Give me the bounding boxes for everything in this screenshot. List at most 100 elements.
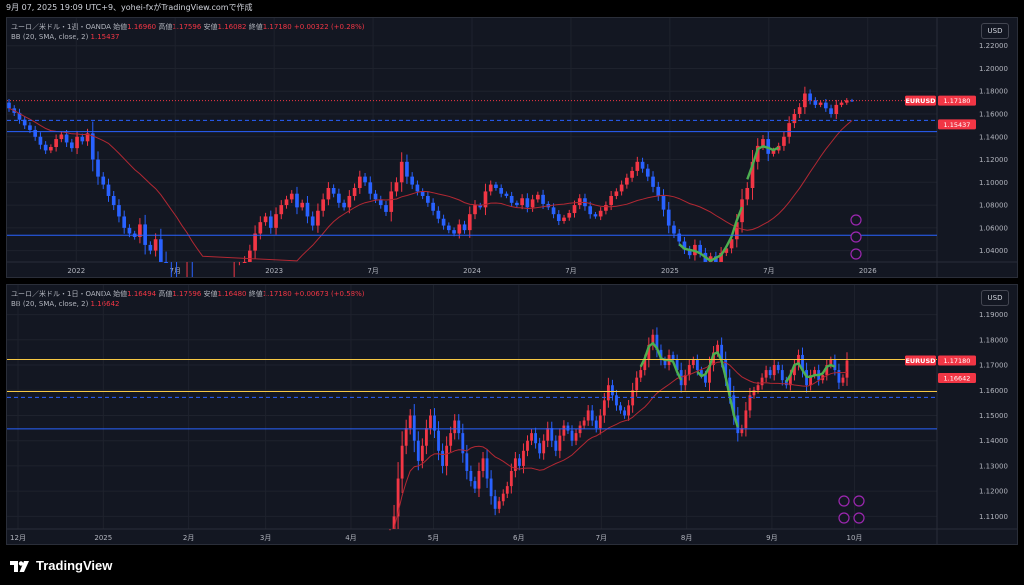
candle-body	[473, 481, 477, 489]
candle-body	[505, 486, 509, 494]
candle-body	[483, 191, 488, 208]
candle-body	[268, 216, 273, 228]
candle-body	[389, 191, 394, 212]
candle-body	[412, 415, 416, 441]
symbol-tag-bg	[905, 355, 936, 366]
y-tick-label: 1.04000	[979, 247, 1008, 255]
x-tick-label: 10月	[846, 534, 862, 542]
candle-body	[645, 168, 650, 177]
candle-body	[263, 216, 268, 223]
candle-body	[504, 193, 509, 196]
price-tag-bg	[938, 355, 976, 366]
candle-body	[534, 433, 538, 444]
candle-body	[619, 184, 624, 192]
candle-body	[639, 370, 643, 378]
weekly-chart-canvas[interactable]: 1.22000 1.20000 1.18000 1.16000 1.14000 1.120…	[7, 18, 1017, 277]
candle-body	[586, 410, 590, 421]
weekly-currency-button[interactable]: USD	[981, 23, 1009, 39]
daily-chart-pane[interactable]: ユーロ／米ドル・1日・OANDA 始値1.16494 高値1.17596 安値1…	[6, 284, 1018, 545]
candle-body	[404, 428, 408, 446]
candle-body	[839, 102, 844, 105]
candle-body	[784, 380, 788, 386]
candle-body	[274, 214, 278, 228]
candle-body	[556, 214, 561, 222]
candle-body	[501, 493, 505, 502]
candle-body	[850, 100, 854, 102]
weekly-high: 1.17596	[172, 23, 202, 31]
candle-body	[316, 210, 320, 226]
candle-body	[69, 142, 74, 149]
weekly-close: 1.17180	[262, 23, 292, 31]
candle-body	[566, 425, 570, 431]
candle-body	[96, 159, 100, 177]
candle-body	[153, 239, 158, 251]
candle-body	[49, 147, 53, 151]
daily-open: 1.16494	[127, 290, 157, 298]
candle-body	[671, 354, 675, 360]
x-tick-label: 5月	[428, 534, 439, 542]
daily-close-label: 終値	[248, 290, 263, 298]
candle-body	[627, 405, 631, 416]
candle-body	[392, 516, 396, 529]
candle-body	[724, 359, 728, 378]
candle-body	[127, 227, 132, 234]
candle-body	[841, 377, 845, 383]
candle-body	[499, 188, 504, 194]
candle-body	[803, 93, 807, 108]
daily-chart-canvas[interactable]: 1.19000 1.18000 1.17000 1.16000 1.15000 1.140…	[7, 285, 1017, 544]
candle-body	[284, 199, 289, 206]
candle-body	[477, 470, 481, 489]
candle-body	[106, 184, 111, 196]
candle-body	[704, 375, 707, 383]
candle-body	[593, 214, 598, 217]
candle-body	[598, 210, 603, 217]
symbol-tag: EURUSD	[905, 97, 936, 105]
candle-body	[577, 198, 582, 206]
candle-body	[611, 385, 614, 396]
weekly-chart-pane[interactable]: ユーロ／米ドル・1週・OANDA 始値1.16960 高値1.17596 安値1…	[6, 17, 1018, 278]
candle-body	[326, 188, 331, 200]
candle-body	[357, 176, 362, 188]
candle-body	[695, 359, 699, 371]
candle-body	[716, 344, 719, 353]
candle-body	[117, 205, 121, 217]
weekly-ohlc-legend: ユーロ／米ドル・1週・OANDA 始値1.16960 高値1.17596 安値1…	[11, 22, 365, 32]
candle-body	[724, 248, 729, 253]
candle-body	[38, 136, 43, 145]
weekly-low: 1.16082	[217, 23, 247, 31]
candle-body	[408, 415, 412, 429]
candle-body	[509, 195, 514, 203]
x-tick-label: 7月	[169, 267, 180, 275]
candle-body	[431, 202, 435, 211]
daily-ohlc-legend: ユーロ／米ドル・1日・OANDA 始値1.16494 高値1.17596 安値1…	[11, 289, 365, 299]
candle-body	[656, 186, 661, 196]
candle-body	[687, 365, 691, 376]
candle-body	[630, 170, 634, 178]
candle-body	[623, 410, 626, 416]
price-tag-bg	[938, 373, 976, 384]
candle-body	[394, 182, 399, 192]
candle-body	[666, 209, 671, 226]
candle-body	[465, 453, 469, 471]
candle-body	[445, 445, 449, 466]
daily-currency-button[interactable]: USD	[981, 290, 1009, 306]
candle-body	[801, 354, 804, 371]
candle-body	[420, 191, 425, 196]
candle-body	[809, 375, 813, 386]
chart-header: 9月 07, 2025 19:09 UTC+9、yohei-fxがTrading…	[6, 3, 253, 12]
candle-body	[538, 443, 542, 454]
candle-body	[541, 194, 545, 204]
brand[interactable]: TradingView	[10, 558, 112, 573]
event-flag-us-icon	[853, 512, 865, 524]
candle-body	[253, 233, 257, 251]
candle-body	[744, 410, 748, 429]
candle-body	[755, 145, 760, 162]
candle-body	[578, 425, 582, 434]
candle-body	[619, 405, 622, 411]
candle-body	[677, 233, 682, 242]
candle-body	[467, 214, 472, 231]
price-tag-value: 1.17180	[944, 97, 971, 105]
candle-body	[558, 435, 562, 451]
candle-body	[342, 202, 346, 208]
candle-body	[655, 334, 659, 350]
